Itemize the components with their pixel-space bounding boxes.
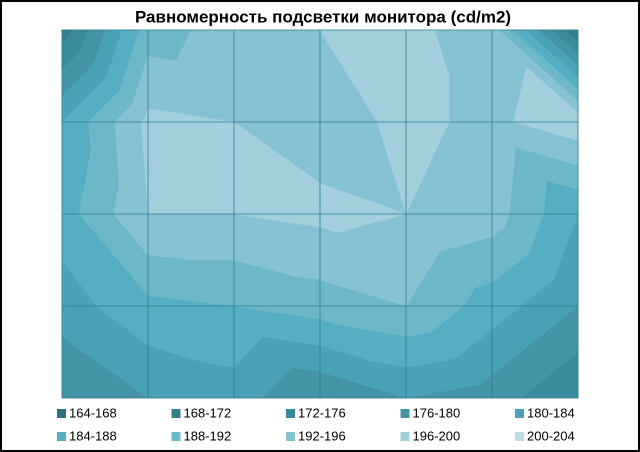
legend-label: 196-200 (413, 428, 461, 443)
legend-swatch (286, 409, 295, 418)
legend-label: 164-168 (69, 405, 117, 420)
plot-area (61, 28, 579, 399)
legend-label: 180-184 (527, 405, 575, 420)
legend: 164-168 168-172 172-176 176-180 180-184 184-1… (57, 405, 575, 443)
legend-label: 184-188 (69, 428, 117, 443)
legend-label: 200-204 (527, 428, 575, 443)
legend-label: 176-180 (413, 405, 461, 420)
chart-title: Равномерность подсветки монитора (cd/m2) (135, 7, 511, 26)
legend-swatch (171, 409, 181, 418)
legend-label: 168-172 (184, 405, 232, 420)
legend-swatch (286, 432, 295, 441)
legend-label: 192-196 (298, 428, 346, 443)
legend-label: 172-176 (298, 405, 346, 420)
legend-swatch (515, 432, 524, 441)
legend-swatch (57, 409, 66, 418)
legend-swatch (400, 409, 410, 418)
legend-swatch (515, 409, 524, 418)
legend-swatch (171, 432, 181, 441)
legend-swatch (400, 432, 410, 441)
legend-swatch (57, 432, 66, 441)
legend-label: 188-192 (184, 428, 232, 443)
